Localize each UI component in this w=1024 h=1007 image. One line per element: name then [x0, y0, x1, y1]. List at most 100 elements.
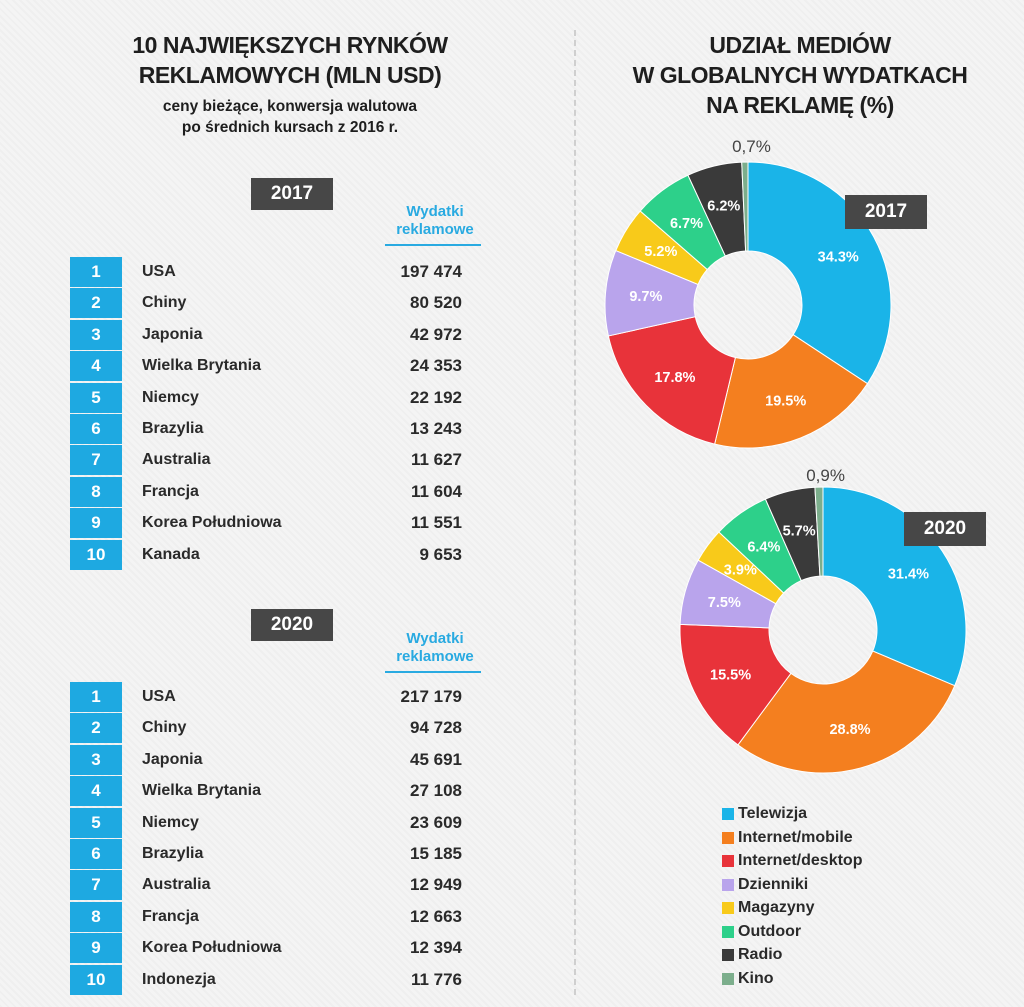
slice-label: 34.3% — [818, 249, 859, 265]
legend-label: Internet/mobile — [738, 828, 853, 846]
column-header-underline-2017 — [385, 244, 481, 246]
rank-badge: 3 — [70, 319, 122, 350]
donut-slice — [679, 623, 792, 746]
ad-spend-value: 197 474 — [400, 262, 462, 281]
ad-spend-value: 11 627 — [410, 450, 462, 470]
donut-slice — [814, 486, 824, 577]
chart-year-badge-2017: 2017 — [845, 195, 927, 229]
country-name: Chiny — [142, 294, 187, 312]
legend-swatch — [722, 855, 734, 867]
column-header-underline-2020 — [385, 671, 481, 673]
table-row: 7 Australia 11 627 — [70, 445, 490, 476]
table-row: 7 Australia 12 949 — [70, 870, 490, 901]
ad-spend-value: 9 653 — [419, 544, 462, 564]
country-name: USA — [142, 263, 176, 280]
rank-badge: 5 — [70, 382, 122, 413]
rank-badge: 9 — [70, 508, 122, 539]
ranking-table-2020: 1 USA 217 179 2 Chiny 94 728 3 Japonia 45 691 4 Wi… — [70, 682, 490, 998]
right-title: UDZIAŁ MEDIÓW W GLOBALNYCH WYDATKACH NA … — [600, 30, 1000, 120]
column-header-2020-line1: Wydatki — [406, 630, 464, 647]
ad-spend-value: 13 243 — [410, 419, 462, 438]
year-badge-2017: 2017 — [251, 178, 333, 210]
rank-badge: 1 — [70, 682, 122, 712]
country-name: Indonezja — [142, 970, 216, 988]
rank-badge: 4 — [70, 351, 122, 382]
left-title-line2: REKLAMOWYCH (MLN USD) — [138, 62, 442, 88]
chart-year-badge-2020: 2020 — [904, 512, 986, 546]
ad-spend-value: 11 551 — [410, 513, 462, 533]
ad-spend-value: 23 609 — [410, 812, 462, 832]
slice-label: 6.4% — [747, 539, 780, 555]
country-name: Niemcy — [142, 388, 199, 406]
rank-badge: 10 — [70, 964, 122, 995]
legend-label: Dzienniki — [738, 875, 809, 893]
ad-spend-value: 11 604 — [410, 481, 462, 501]
rank-badge: 1 — [70, 257, 122, 287]
rank-badge: 10 — [70, 539, 122, 570]
table-row: 9 Korea Południowa 11 551 — [70, 508, 490, 539]
legend-label: Outdoor — [738, 922, 802, 940]
donut-slice — [607, 316, 737, 445]
donut-chart-2017: 34.3% 19.5% 17.8% 9.7% 5.2% 6.7%6.2% 0,7% — [604, 140, 892, 449]
ad-spend-value: 24 353 — [410, 356, 462, 376]
rank-badge: 8 — [70, 476, 122, 507]
ad-spend-value: 12 394 — [410, 938, 462, 958]
slice-label: 9.7% — [629, 289, 662, 305]
country-name: Australia — [142, 876, 211, 894]
country-name: USA — [142, 688, 176, 705]
table-row: 4 Wielka Brytania 24 353 — [70, 351, 490, 382]
slice-label: 15.5% — [710, 667, 751, 683]
country-name: Francja — [142, 907, 199, 925]
table-row: 5 Niemcy 22 192 — [70, 382, 490, 414]
country-name: Korea Południowa — [142, 514, 282, 532]
slice-label: 19.5% — [765, 393, 806, 409]
table-row: 6 Brazylia 15 185 — [70, 839, 490, 870]
column-header-2020: Wydatki reklamowe — [383, 630, 487, 666]
table-row: 3 Japonia 45 691 — [70, 744, 490, 776]
left-title: 10 NAJWIĘKSZYCH RYNKÓW REKLAMOWYCH (MLN … — [60, 30, 520, 90]
country-name: Francja — [142, 482, 199, 500]
ad-spend-value: 15 185 — [410, 844, 462, 863]
donut-slice — [714, 333, 869, 449]
column-header-2017-line2: reklamowe — [396, 221, 474, 238]
table-row: 9 Korea Południowa 12 394 — [70, 933, 490, 964]
legend-label: Magazyny — [738, 899, 815, 916]
legend-swatch — [722, 972, 734, 985]
donut-chart-2020: 31.4% 28.8% 15.5% 7.5% 3.9% 6.4%5.7% 0,9% — [679, 466, 967, 774]
rank-badge: 8 — [70, 901, 122, 932]
column-header-2017-line1: Wydatki — [406, 203, 464, 220]
rank-badge: 6 — [70, 839, 122, 869]
table-row: 8 Francja 11 604 — [70, 476, 490, 508]
ad-spend-value: 80 520 — [410, 293, 462, 313]
country-name: Korea Południowa — [142, 939, 282, 957]
slice-label: 6.2% — [707, 198, 740, 214]
year-badge-2020: 2020 — [251, 609, 333, 641]
slice-label: 0,7% — [732, 140, 771, 156]
slice-label: 31.4% — [888, 566, 929, 582]
ad-spend-value: 12 949 — [410, 875, 462, 895]
left-subtitle: ceny bieżące, konwersja walutowa po śred… — [60, 96, 520, 138]
ad-spend-value: 42 972 — [410, 324, 462, 344]
ad-spend-value: 22 192 — [410, 387, 462, 407]
rank-badge: 9 — [70, 933, 122, 964]
rank-badge: 3 — [70, 744, 122, 775]
country-name: Niemcy — [142, 813, 199, 831]
ad-spend-value: 45 691 — [410, 749, 462, 769]
country-name: Kanada — [142, 545, 200, 563]
column-header-2017: Wydatki reklamowe — [383, 203, 487, 239]
table-row: 4 Wielka Brytania 27 108 — [70, 776, 490, 807]
slice-label: 28.8% — [829, 722, 870, 738]
country-name: Japonia — [142, 325, 203, 343]
rank-badge: 5 — [70, 807, 122, 838]
legend-swatch — [722, 925, 734, 938]
legend-swatch — [722, 831, 734, 844]
rank-badge: 7 — [70, 870, 122, 901]
legend-swatch — [722, 878, 734, 891]
rank-badge: 2 — [70, 288, 122, 319]
slice-label: 6.7% — [670, 216, 703, 232]
donut-slice — [741, 161, 749, 252]
country-name: Brazylia — [142, 420, 204, 437]
country-name: Australia — [142, 451, 211, 469]
donut-slice — [737, 650, 956, 774]
table-row: 6 Brazylia 13 243 — [70, 414, 490, 445]
